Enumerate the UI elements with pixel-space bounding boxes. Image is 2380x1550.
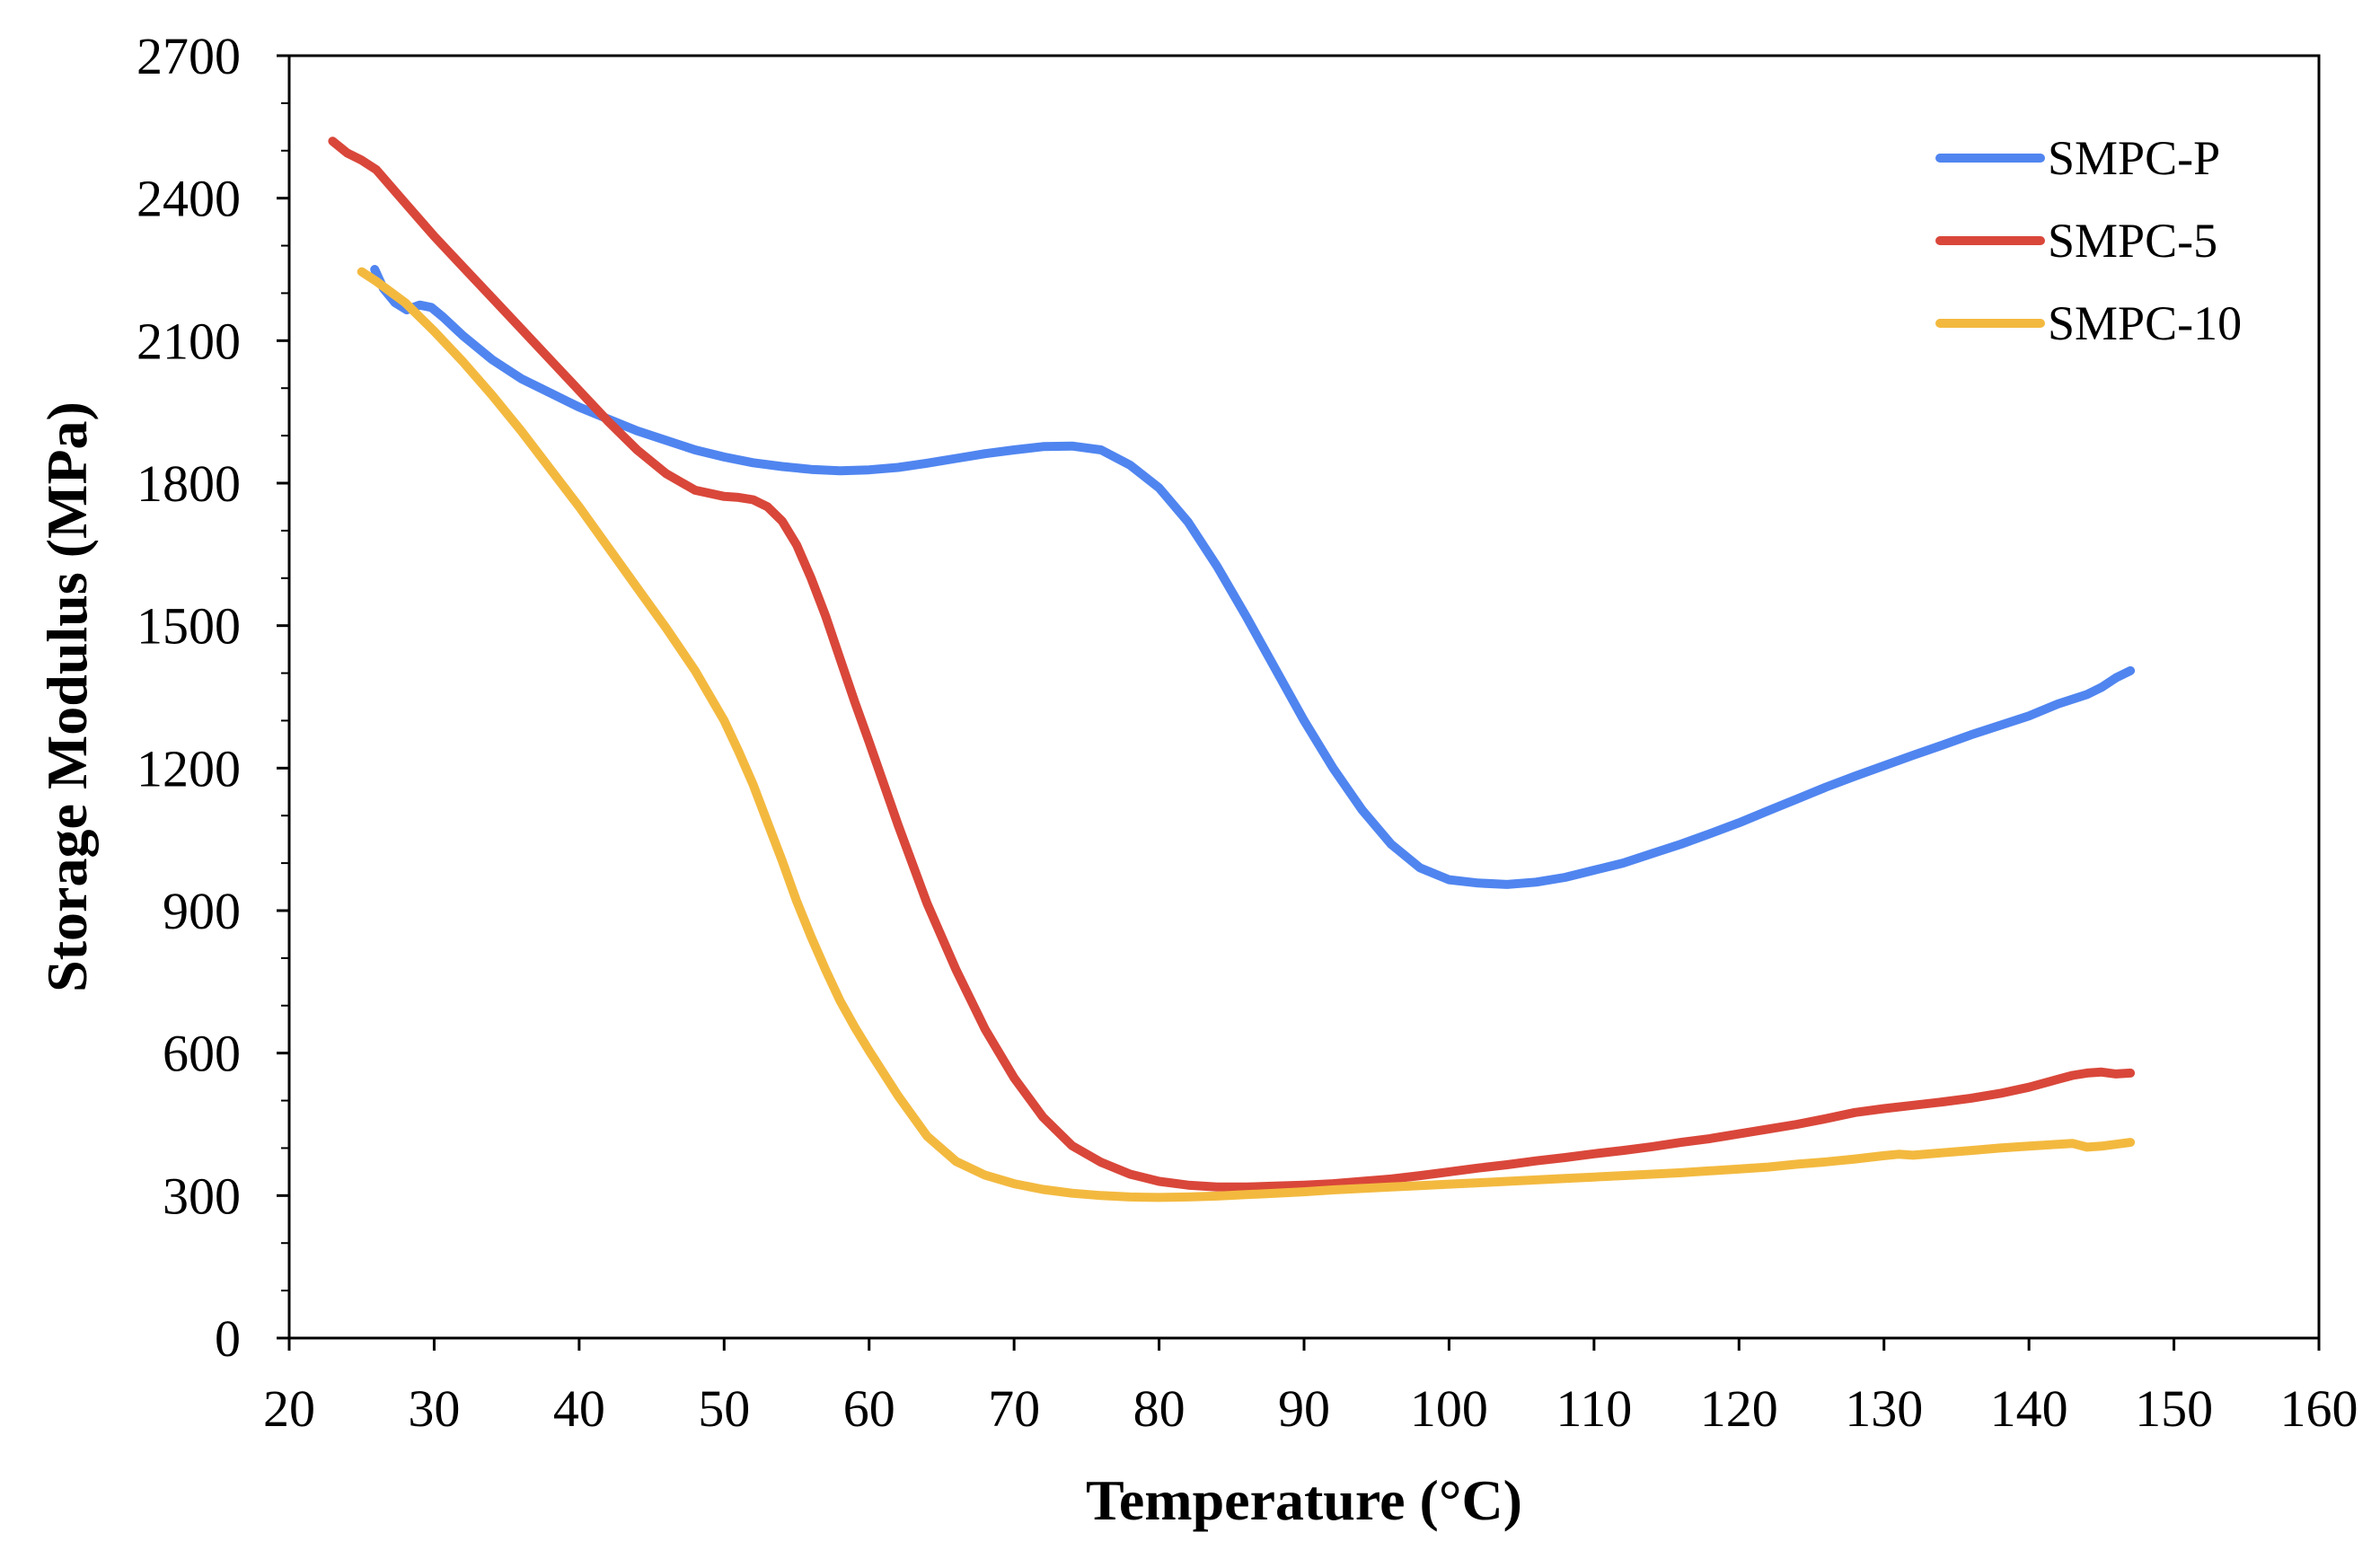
x-tick-label: 160 [2280,1379,2358,1438]
x-tick-label: 100 [1410,1379,1488,1438]
y-tick-label: 900 [163,882,241,940]
x-tick-label: 130 [1845,1379,1923,1438]
x-tick-label: 60 [843,1379,895,1438]
legend-label-smpc-10: SMPC-10 [2048,296,2242,350]
series-layer [328,137,2136,1202]
x-tick-label: 120 [1700,1379,1778,1438]
x-axis-ticks: 20 30 40 50 60 70 80 90 100 110 120 130 140 150 160 [263,1338,2358,1438]
legend: SMPC-P SMPC-5 SMPC-10 [1935,131,2242,350]
y-tick-label: 2100 [137,312,241,370]
x-tick-label: 70 [988,1379,1040,1438]
x-axis-title: Temperature (°C) [1086,1468,1522,1532]
x-tick-label: 110 [1556,1379,1632,1438]
y-tick-label: 0 [215,1309,241,1368]
series-line-smpc-5 [328,137,2136,1192]
x-tick-label: 40 [553,1379,605,1438]
y-tick-label: 2400 [137,170,241,228]
series-line-smpc-10 [357,267,2136,1202]
y-axis-title: Storage Modulus (MPa) [35,401,99,992]
x-tick-label: 50 [698,1379,750,1438]
x-tick-label: 80 [1133,1379,1186,1438]
y-tick-label: 1500 [137,597,241,656]
y-axis-ticks: 0 300 600 900 1200 1500 1800 2100 2400 2700 [137,27,289,1368]
y-tick-label: 300 [163,1167,241,1225]
legend-label-smpc-p: SMPC-P [2048,131,2220,185]
y-tick-label: 1200 [137,739,241,797]
x-tick-label: 140 [1990,1379,2068,1438]
x-tick-label: 90 [1278,1379,1330,1438]
x-tick-label: 150 [2135,1379,2213,1438]
y-tick-label: 600 [163,1025,241,1083]
series-line-smpc-p [370,265,2136,889]
x-tick-label: 30 [408,1379,460,1438]
legend-label-smpc-5: SMPC-5 [2048,214,2217,268]
y-tick-label: 2700 [137,27,241,85]
y-tick-label: 1800 [137,454,241,513]
x-tick-label: 20 [263,1379,315,1438]
